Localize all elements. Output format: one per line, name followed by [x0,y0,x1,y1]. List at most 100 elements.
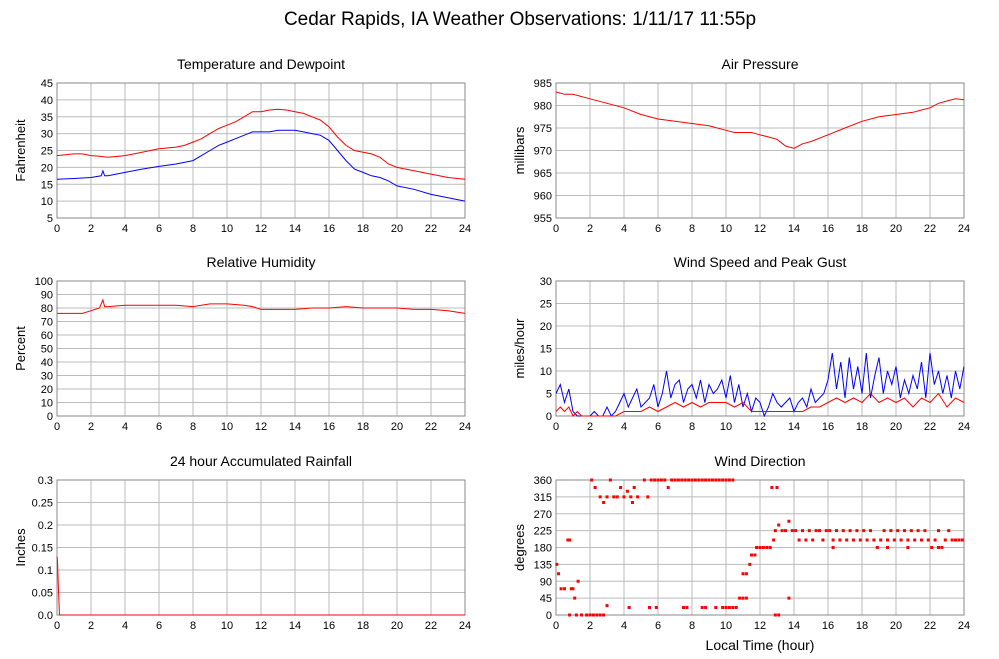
direction-point [790,529,794,533]
pressure-x-tick-label: 14 [788,223,800,235]
direction-point [892,538,896,542]
direction-point [814,529,818,533]
pressure-x-tick-label: 18 [856,223,868,235]
temp-x-tick-label: 20 [391,223,403,235]
direction-point [787,596,791,600]
direction-point [947,529,951,533]
direction-point [831,546,835,549]
direction-point [602,501,606,504]
wind-x-tick-label: 10 [720,421,732,433]
rain-y-tick-label: 0.15 [32,543,53,555]
rain-y-tick-label: 0.0 [38,610,53,622]
rain-x-tick-label: 20 [391,620,403,632]
direction-point [654,606,658,609]
direction-point [899,538,903,542]
direction-point [879,538,883,542]
direction-x-tick-label: 14 [788,620,800,632]
direction-point [940,546,944,549]
direction-point [903,529,906,533]
direction-y-tick-label: 360 [534,475,552,487]
temp-frame [56,82,466,219]
direction-point [775,486,779,489]
rain-x-tick-label: 12 [255,620,267,632]
direction-point [629,495,633,499]
direction-point [631,501,634,504]
direction-point [571,587,575,591]
pressure-y-tick-label: 985 [534,78,552,90]
direction-x-tick-label: 22 [924,620,936,632]
direction-point [656,478,660,482]
wind-y-tick-label: 0 [546,411,552,423]
direction-point [627,606,631,609]
direction-point [794,529,798,533]
direction-point [909,529,913,533]
direction-point [721,478,725,482]
direction-point [773,613,777,617]
direction-point [670,478,674,482]
pressure-y-axis-label: millibars [512,126,527,174]
humidity-x-tick-label: 8 [190,421,196,433]
direction-point [731,478,735,482]
direction-point [569,587,573,591]
rain-x-tick-label: 22 [425,620,437,632]
direction-point [753,553,757,557]
direction-x-tick-label: 12 [754,620,766,632]
direction-point [727,606,731,609]
temp-series-0-line [56,108,466,180]
wind-x-tick-label: 24 [958,421,970,433]
temp-x-tick-label: 22 [425,223,437,235]
temp-y-tick-label: 35 [41,112,53,124]
humidity-y-tick-label: 40 [41,357,53,369]
direction-point [858,538,862,542]
direction-point [595,613,599,617]
wind-frame [555,280,965,417]
wind-y-tick-label: 30 [540,276,552,288]
humidity-y-tick-label: 60 [41,330,53,342]
direction-y-tick-label: 315 [534,492,552,504]
pressure-y-tick-label: 980 [534,101,552,113]
direction-y-tick-label: 135 [534,559,552,571]
direction-x-tick-label: 24 [958,620,970,632]
direction-point [687,478,691,482]
pressure-y-tick-label: 955 [534,213,552,225]
temp-x-tick-label: 2 [88,223,94,235]
direction-point [724,606,728,609]
direction-point [659,478,663,482]
direction-point [943,538,947,542]
pressure-x-tick-label: 12 [754,223,766,235]
direction-point [612,495,616,499]
rain-y-tick-label: 0.3 [38,475,53,487]
humidity-x-tick-label: 0 [54,421,60,433]
direction-point [906,546,910,549]
direction-point [824,529,828,533]
wind-x-tick-label: 6 [655,421,661,433]
humidity-series-0-line [57,298,466,314]
pressure-x-tick-label: 10 [720,223,732,235]
humidity-x-tick-label: 20 [391,421,403,433]
wind-y-axis-label: miles/hour [512,318,527,379]
direction-point [714,606,718,609]
wind-x-tick-label: 16 [822,421,834,433]
direction-point [598,613,602,617]
rain-x-tick-label: 4 [122,620,128,632]
direction-point [886,538,889,542]
humidity-y-tick-label: 50 [41,344,53,356]
wind-x-tick-label: 4 [621,421,627,433]
direction-x-tick-label: 8 [689,620,695,632]
direction-point [697,478,701,482]
direction-point [704,478,708,482]
direction-y-tick-label: 0 [546,610,552,622]
humidity-frame [56,280,466,417]
direction-point [593,486,597,489]
direction-point [598,495,602,499]
direction-point [818,529,821,533]
direction-point [811,538,815,542]
direction-point [913,538,917,542]
pressure-x-tick-label: 8 [689,223,695,235]
direction-point [923,529,927,533]
rain-y-tick-label: 0.25 [32,498,53,510]
direction-point [625,489,629,493]
wind-x-tick-label: 14 [788,421,800,433]
direction-point [717,478,721,482]
